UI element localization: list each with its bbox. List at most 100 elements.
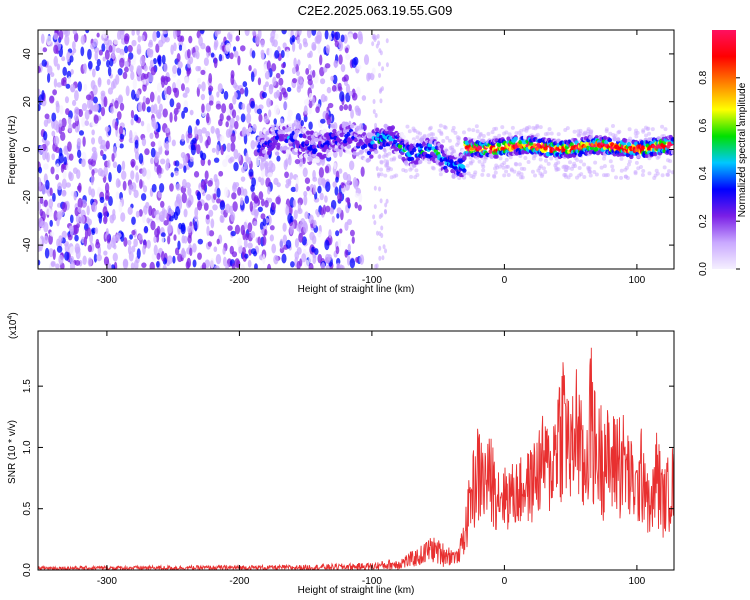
spectrogram-cell bbox=[586, 165, 591, 170]
spectrogram-cell bbox=[312, 184, 317, 195]
spectrogram-cell bbox=[438, 123, 443, 128]
snr-multiplier-base: (x10 bbox=[8, 319, 19, 339]
spectrogram-cell bbox=[339, 104, 344, 112]
spectrogram-cell bbox=[412, 147, 417, 153]
spectrogram-cell bbox=[123, 237, 128, 247]
spectrogram-cell bbox=[471, 175, 476, 180]
spectrogram-cell bbox=[60, 131, 66, 141]
spectrogram-cell bbox=[157, 95, 161, 105]
spectrogram-cell bbox=[87, 60, 93, 70]
spectrogram-cell bbox=[456, 140, 461, 145]
spectrogram-cell bbox=[257, 206, 263, 213]
spectrogram-cell bbox=[158, 39, 164, 48]
spectrogram-cell bbox=[187, 132, 193, 139]
spectrogram-cell bbox=[375, 127, 380, 132]
spectrogram-cell bbox=[64, 34, 70, 46]
spectrogram-cell bbox=[92, 96, 98, 104]
spectrogram-cell bbox=[148, 205, 153, 217]
snr-multiplier-exp: 4 bbox=[7, 316, 14, 320]
colorbar-tick-label: 0.6 bbox=[698, 118, 709, 132]
spectrogram-cell bbox=[288, 122, 293, 128]
spectrogram-cell bbox=[98, 49, 103, 56]
spectrogram-cell bbox=[136, 65, 142, 75]
spectrogram-cell bbox=[588, 173, 593, 178]
snr-multiplier: (x104) bbox=[7, 312, 19, 339]
spectrogram-cell bbox=[221, 103, 227, 114]
spectrogram-cell bbox=[137, 35, 142, 43]
spectrogram-cell bbox=[44, 113, 50, 120]
spectrogram-cell bbox=[53, 135, 60, 146]
spectrogram-cell bbox=[325, 44, 331, 54]
spectrogram-cell bbox=[71, 99, 77, 107]
spectrogram-cell bbox=[203, 202, 209, 211]
spectrogram-cell bbox=[161, 251, 165, 262]
spectrogram-cell bbox=[525, 126, 530, 131]
spectrogram-cell bbox=[85, 94, 92, 101]
spectrogram-cell bbox=[155, 43, 160, 53]
spectrogram-cell bbox=[136, 248, 141, 259]
spectrogram-cell bbox=[61, 117, 67, 128]
spectrogram-cell bbox=[139, 55, 146, 67]
spectrogram-cell bbox=[285, 178, 292, 185]
spectrogram-cell bbox=[431, 166, 436, 171]
spectrogram-cell bbox=[212, 193, 217, 200]
spectrogram-cell bbox=[336, 207, 342, 214]
spectrogram-cell bbox=[100, 139, 106, 149]
spectrogram-cell bbox=[77, 81, 83, 92]
spectrogram-cell bbox=[538, 157, 543, 162]
spectrogram-cell bbox=[378, 231, 382, 237]
spectrogram-cell bbox=[514, 162, 519, 167]
spectrogram-cell bbox=[214, 127, 220, 135]
spectrogram-cell bbox=[654, 168, 659, 173]
x-tick-label: -200 bbox=[229, 576, 249, 587]
spectrogram-cell bbox=[39, 197, 44, 204]
spectrogram-cell bbox=[167, 205, 172, 215]
spectrogram-cell bbox=[306, 185, 311, 192]
spectrogram-cell bbox=[352, 151, 357, 156]
spectrogram-cell bbox=[387, 151, 392, 156]
spectrogram-cell bbox=[111, 213, 117, 221]
spectrogram-cell bbox=[372, 109, 376, 115]
spectrogram-cell bbox=[247, 222, 253, 233]
spectrogram-cell bbox=[177, 61, 183, 69]
spectrogram-cell bbox=[379, 198, 383, 204]
spectrogram-cell bbox=[315, 106, 320, 114]
spectrogram-cell bbox=[119, 143, 124, 149]
spectrogram-cell bbox=[326, 86, 332, 94]
spectrogram-cell bbox=[93, 114, 99, 124]
spectrogram-cell bbox=[115, 191, 120, 200]
spectrogram-cell bbox=[625, 152, 630, 158]
spectrogram-cell bbox=[184, 87, 190, 94]
spectrogram-cell bbox=[339, 132, 344, 138]
spectrogram-cell bbox=[170, 172, 174, 178]
spectrogram-cell bbox=[617, 129, 622, 134]
spectrogram-cell bbox=[304, 139, 310, 145]
spectrogram-cell bbox=[214, 178, 220, 189]
spectrogram-cell bbox=[87, 244, 93, 253]
spectrogram-cell bbox=[93, 253, 98, 263]
spectrogram-cell bbox=[634, 134, 639, 139]
spectrogram-cell bbox=[152, 30, 157, 42]
spectrogram-cell bbox=[181, 192, 187, 204]
spectrogram-cell bbox=[82, 255, 87, 266]
spectrogram-cell bbox=[131, 216, 136, 225]
spectrogram-cell bbox=[69, 214, 74, 224]
spectrogram-cell bbox=[163, 75, 169, 86]
spectrogram-cell bbox=[87, 48, 92, 60]
spectrogram-cell bbox=[174, 160, 180, 167]
spectrogram-cell bbox=[68, 153, 74, 161]
spectrogram-cell bbox=[415, 135, 420, 140]
spectrogram-cell bbox=[320, 78, 326, 85]
spectrogram-cell bbox=[311, 44, 317, 51]
spectrogram-cell bbox=[321, 177, 326, 184]
spectrogram-cell bbox=[593, 160, 598, 165]
spectrogram-cell bbox=[445, 135, 450, 140]
spectrogram-cell bbox=[324, 95, 328, 102]
spectrogram-cell bbox=[190, 144, 196, 156]
spectrogram-cell bbox=[300, 119, 304, 127]
spectrogram-cell bbox=[73, 32, 79, 43]
spectrogram-cell bbox=[178, 163, 183, 169]
spectrogram-cell bbox=[43, 130, 48, 141]
spectrogram-cell bbox=[133, 259, 139, 269]
spectrogram-cell bbox=[213, 41, 218, 51]
